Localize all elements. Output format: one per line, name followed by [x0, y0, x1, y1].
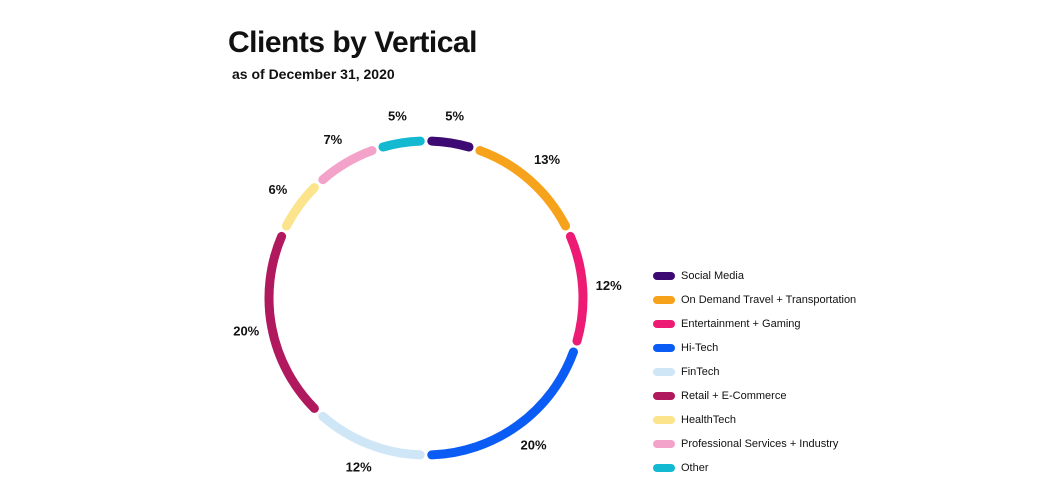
legend-swatch: [653, 440, 675, 448]
chart-legend: Social Media On Demand Travel + Transport…: [653, 264, 856, 480]
data-label: 6%: [269, 182, 288, 197]
legend-label: Hi-Tech: [681, 342, 719, 354]
data-label: 5%: [388, 109, 407, 124]
legend-label: Retail + E-Commerce: [681, 390, 787, 402]
data-label: 7%: [323, 132, 342, 147]
legend-label: Entertainment + Gaming: [681, 318, 801, 330]
legend-label: Other: [681, 462, 709, 474]
donut-segment: [281, 183, 319, 231]
legend-item: Retail + E-Commerce: [653, 384, 856, 408]
donut-segment: [565, 231, 588, 346]
data-label: 20%: [233, 324, 259, 339]
legend-swatch: [653, 416, 675, 424]
legend-item: Social Media: [653, 264, 856, 288]
donut-segment: [475, 146, 571, 231]
legend-item: Hi-Tech: [653, 336, 856, 360]
chart-subtitle: as of December 31, 2020: [232, 66, 395, 82]
donut-segment: [427, 136, 474, 152]
donut-segment: [318, 146, 377, 185]
data-label: 12%: [346, 460, 372, 475]
legend-label: Professional Services + Industry: [681, 438, 839, 450]
data-label: 5%: [445, 109, 464, 124]
donut-segment: [378, 136, 425, 152]
donut-segment: [427, 347, 578, 460]
data-label: 12%: [596, 278, 622, 293]
legend-label: On Demand Travel + Transportation: [681, 294, 857, 306]
data-label: 13%: [534, 152, 560, 167]
legend-item: Entertainment + Gaming: [653, 312, 856, 336]
legend-item: On Demand Travel + Transportation: [653, 288, 856, 312]
legend-swatch: [653, 272, 675, 280]
legend-item: HealthTech: [653, 408, 856, 432]
legend-label: FinTech: [681, 366, 720, 378]
donut-segment: [264, 231, 319, 413]
legend-swatch: [653, 368, 675, 376]
chart-title: Clients by Vertical: [228, 26, 477, 59]
legend-swatch: [653, 464, 675, 472]
legend-item: Other: [653, 456, 856, 480]
legend-item: Professional Services + Industry: [653, 432, 856, 456]
legend-label: Social Media: [681, 270, 744, 282]
donut-segment: [318, 411, 425, 460]
legend-swatch: [653, 344, 675, 352]
legend-swatch: [653, 320, 675, 328]
legend-item: FinTech: [653, 360, 856, 384]
data-label: 20%: [521, 437, 547, 452]
legend-label: HealthTech: [681, 414, 737, 426]
legend-swatch: [653, 392, 675, 400]
legend-swatch: [653, 296, 675, 304]
